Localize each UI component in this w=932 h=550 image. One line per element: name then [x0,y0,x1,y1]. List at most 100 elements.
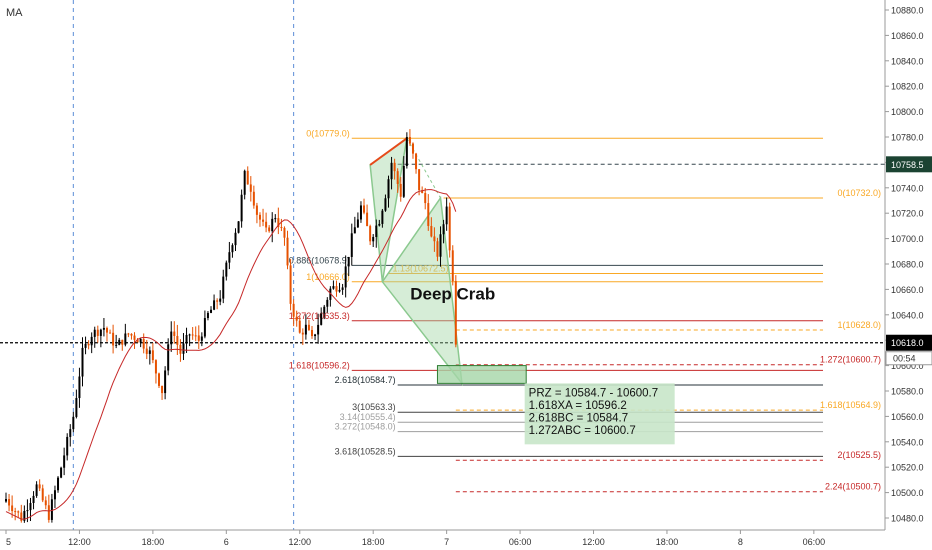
candle-body [228,252,231,263]
candle-body [38,484,41,489]
candle-body [66,436,69,456]
candle-body [255,205,258,215]
candle-body [231,245,234,253]
candle-body [335,286,338,292]
candle-body [390,162,393,180]
session-grid [72,0,295,530]
fib-level-label: 1(10666.0) [306,272,350,282]
price-axis[interactable]: 10880.0 10860.0 10840.0 10820.0 10800.0 10780… [884,0,932,530]
candle-body [20,512,23,521]
candle-body [102,327,105,330]
candle-body [75,398,78,417]
time-axis[interactable]: 5 12:00 18:00 6 12:00 18:00 7 06:00 12:00 18:00 8 0… [0,529,885,547]
time-tick-label: 06:00 [803,537,826,547]
candle-body [246,170,249,185]
candle-body [167,344,170,371]
ma-line [5,189,457,520]
prz-info-line: 1.272ABC = 10600.7 [529,425,636,437]
candles [5,129,457,523]
candle-body [262,219,265,222]
price-tick-label: 10560.0 [891,412,924,422]
candle-body [173,331,176,336]
candle-body [127,333,130,335]
candle-body [274,218,277,220]
candle-body [323,306,326,314]
price-tick-label: 10700.0 [891,234,924,244]
candle-body [421,190,424,194]
candle-body [161,385,164,394]
candle-body [387,179,390,199]
current-price-tag [886,334,932,351]
candle-body [84,343,87,348]
pattern-label: Deep Crab [410,285,495,304]
fib-level-label: 0(10779.0) [306,128,350,138]
time-tick-label: 18:00 [362,537,385,547]
candle-body [29,502,32,511]
candle-body [393,162,396,172]
candle-body [188,334,191,336]
candle-body [133,335,136,340]
candle-body [384,198,387,211]
candle-body [47,505,50,520]
candle-body [436,241,439,257]
price-tick-label: 10740.0 [891,183,924,193]
candle-body [344,266,347,288]
candle-body [280,226,283,228]
candle-body [332,286,335,289]
time-tick-label: 5 [6,537,11,547]
candle-body [411,143,414,154]
candle-body [197,335,200,341]
price-tick-label: 10640.0 [891,310,924,320]
fib-level-label: 3.14(10555.4) [340,412,396,422]
candle-body [69,429,72,437]
candle-body [23,511,26,521]
candle-body [53,490,56,500]
candle-body [369,226,372,242]
candle-body [72,416,75,430]
indicator-label[interactable]: MA [6,7,23,19]
candle-body [41,488,44,501]
pattern-triangle [381,195,463,386]
candle-body [26,510,29,512]
candle-body [164,370,167,394]
price-tick-label: 10860.0 [891,31,924,41]
time-tick-label: 06:00 [509,537,532,547]
fib-level-label: 3.618(10528.5) [335,446,396,456]
candle-body [265,221,268,228]
candle-body [240,194,243,222]
candle-body [17,511,20,513]
candle-body [326,299,329,307]
candle-body [433,236,436,242]
candle-body [402,165,405,197]
candle-body [381,210,384,224]
fib-level-label: 1.13(10672.5) [393,264,449,274]
candle-body [206,312,209,319]
time-tick-label: 18:00 [142,537,165,547]
candle-body [5,499,7,502]
candle-body [130,333,133,336]
candle-body [87,343,90,346]
fib-level-label: 1.272(10600.7) [820,355,881,365]
time-tick-label: 12:00 [68,537,91,547]
fib-level-label: 2.618(10584.7) [335,375,396,385]
candle-body [170,331,173,345]
candle-body [448,206,451,251]
fib-level-label: 0(10732.0) [837,188,881,198]
candle-body [194,335,197,337]
prz-info-line: 1.618XA = 10596.2 [529,400,627,412]
candle-body [121,339,124,345]
time-tick-label: 7 [444,537,449,547]
prz-box [436,365,527,384]
candle-body [222,276,225,299]
candle-body [60,467,63,478]
candle-body [185,334,188,344]
candle-body [96,329,99,336]
candle-body [136,339,139,343]
candle-body [210,309,213,313]
candle-body [109,332,112,334]
time-tick-label: 12:00 [582,537,605,547]
candle-body [430,225,433,237]
candle-body [353,227,356,234]
candle-body [35,484,38,496]
